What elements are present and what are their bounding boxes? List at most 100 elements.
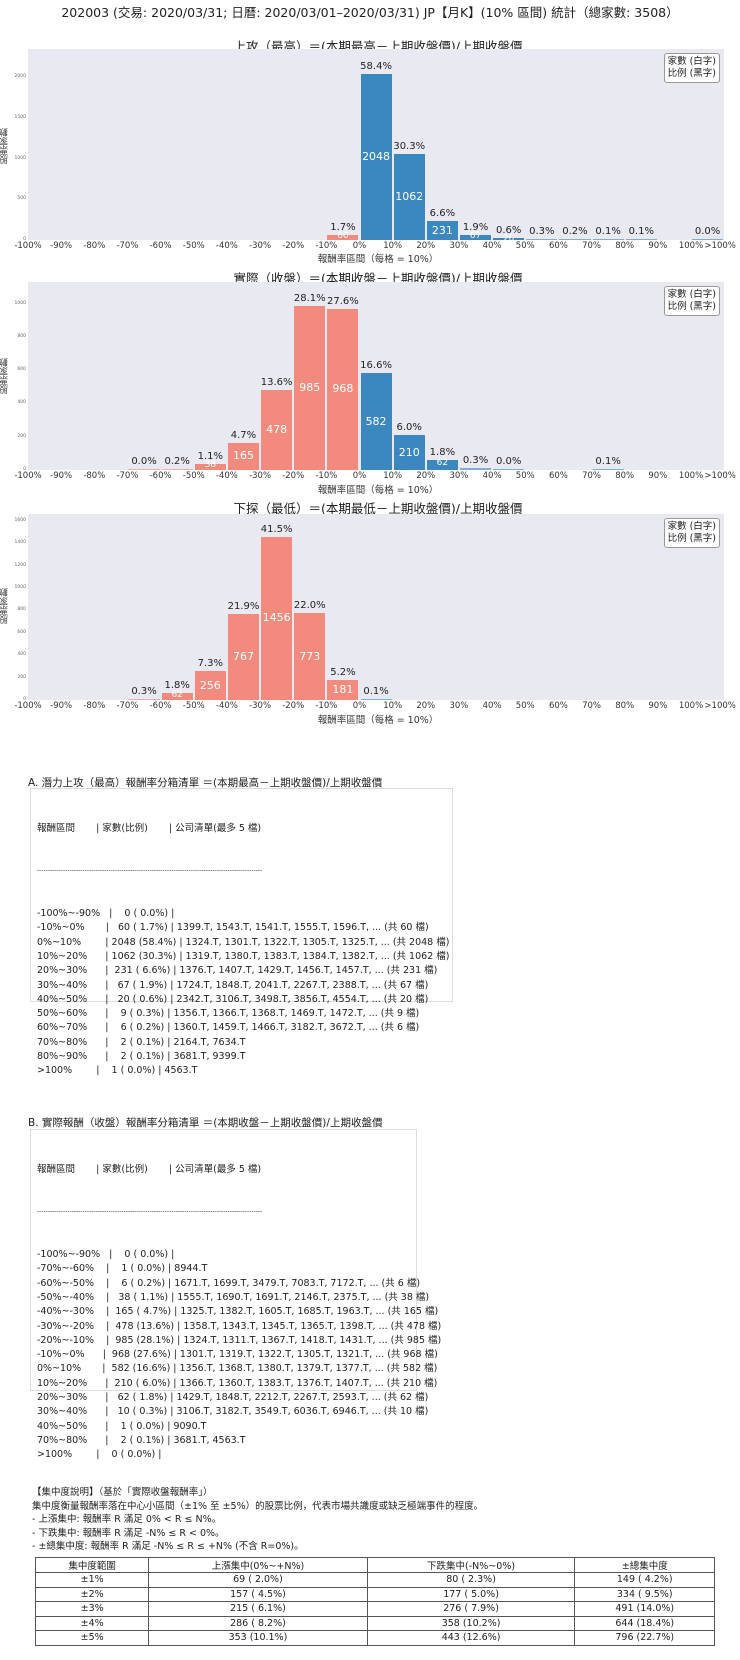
x-tick-label: -50% [182,471,205,481]
histogram-bar: 985 [294,306,326,470]
bar-percent-label: 58.4% [360,60,392,72]
list-row: 0%~10% | 2048 (58.4%) | 1324.T, 1301.T, … [37,936,450,948]
bar-percent-label: 0.6% [495,225,522,237]
list-row: 30%~40% | 67 ( 1.9%) | 1724.T, 1848.T, 2… [37,979,429,991]
x-tick-label: 20% [416,241,436,251]
x-tick-label: 100% [678,701,704,711]
list-row: -10%~0% | 968 (27.6%) | 1301.T, 1319.T, … [37,1349,438,1361]
concentration-rule: - 上漲集中: 報酬率 R 滿足 0% < R ≤ N%。 [32,1514,222,1525]
bar-count-label: 181 [332,682,354,696]
bar-count-label: 478 [266,423,288,437]
x-tick-label: -70% [116,701,139,711]
x-tick-label: 60% [548,701,568,711]
bar-percent-label: 0.2% [164,455,190,467]
bar-percent-label: 0.3% [131,685,157,697]
table-row: ±1% 69 ( 2.0%) 80 ( 2.3%) 149 ( 4.2%) [34,1572,715,1588]
histogram-bar [493,468,525,470]
list-header: 報酬區間 | 家數(比例) | 公司清單(最多 5 檔) [37,822,262,834]
bar-percent-label: 0.3% [462,455,489,467]
histogram-bar: 582 [360,373,392,470]
histogram-bar: 38 [194,460,226,470]
concentration-notes: 【集中度說明】（基於「實際收盤報酬率」） 集中度衡量報酬率落在中心小區間（±1%… [32,1486,483,1554]
section-a-title: A. 潛力上攻（最高）報酬率分箱清單 ＝(本期最高－上期收盤價)/上期收盤價 [28,777,383,789]
histogram-bar: 773 [294,613,326,700]
y-tick-label: 0 [23,467,26,472]
table-row: ±5% 353 (10.1%) 443 (12.6%) 796 (22.7%) [34,1630,715,1646]
x-tick-label: -100% [14,471,42,481]
legend: 家數 (白字) 比例 (黑字) [663,53,720,83]
bar-count-label: 1062 [395,189,424,203]
bar-percent-label: 21.9% [227,601,260,613]
bar-percent-label: 0.0% [495,455,522,467]
concentration-rule: - 下跌集中: 報酬率 R 滿足 -N% ≤ R < 0%。 [32,1527,225,1539]
bar-percent-label: 0.1% [595,455,621,467]
x-tick-label: -100% [14,241,42,251]
histogram-bar: 2048 [360,73,392,240]
histogram-bar: 968 [327,308,359,470]
list-row: 70%~80% | 2 ( 0.1%) | 3681.T, 4563.T [37,1434,246,1446]
histogram-bar: 181 [327,679,359,700]
x-axis-label: 報酬率區間（每格 = 10%） [317,254,439,265]
bar-percent-label: 4.7% [230,429,257,441]
bar-percent-label: 0.2% [562,225,588,237]
x-tick-label: 80% [615,701,635,711]
table-cell: 334 ( 9.5%) [574,1586,715,1602]
x-tick-label: -90% [50,701,73,711]
table-cell: 358 (10.2%) [366,1615,576,1631]
table-cell: 353 (10.1%) [148,1630,368,1646]
bar-percent-label: 41.5% [260,523,293,535]
x-tick-label: -30% [249,471,272,481]
y-tick-label: 600 [17,629,26,635]
bar-count-label: 582 [365,414,387,428]
histogram-bar [592,468,624,470]
x-tick-label: -20% [282,701,305,711]
bar-percent-label: 30.3% [393,140,426,152]
list-row: 40%~50% | 1 ( 0.0%) | 9090.T [37,1420,207,1432]
plot-area: 家數 (白字) 比例 (黑字) 0.0% 0.2% 38 1.1% 165 4.7% 478… [28,282,724,470]
x-tick-label: -40% [215,471,238,481]
x-tick-label: 10% [383,471,403,481]
bar-percent-label: 0.3% [529,225,555,237]
bar-percent-label: 6.0% [396,422,422,434]
plot-area: 家數 (白字) 比例 (黑字) 0.3% 62 1.8% 256 7.3% 767 21.9… [28,514,724,700]
y-axis-label: 股票家數 [0,128,10,164]
bar-percent-label: 7.3% [197,658,224,670]
histogram-bar: 165 [227,442,260,470]
histogram-bar [161,468,193,470]
x-tick-label: 0% [352,241,367,251]
x-tick-label: 10% [383,241,403,251]
bar-count-label: 38 [204,459,217,470]
y-tick-label: 1400 [14,540,26,546]
table-cell: 215 ( 6.1%) [148,1601,368,1617]
histogram-bar: 767 [227,614,260,700]
bar-percent-label: 0.1% [628,225,654,237]
list-row: -10%~0% | 60 ( 1.7%) | 1399.T, 1543.T, 1… [37,922,429,934]
table-row: ±4% 286 ( 8.2%) 358 (10.2%) 644 (18.4%) [34,1615,715,1631]
table-cell: 177 ( 5.0%) [366,1586,576,1602]
list-row: 0%~10% | 582 (16.6%) | 1356.T, 1368.T, 1… [37,1363,438,1375]
y-tick-label: 800 [17,333,26,339]
bar-percent-label: 5.2% [330,666,356,678]
list-row: -50%~-40% | 38 ( 1.1%) | 1555.T, 1690.T,… [37,1291,430,1303]
y-tick-label: 1000 [14,584,26,590]
x-tick-label: -70% [116,241,139,251]
x-tick-label: 40% [482,701,502,711]
y-tick-label: 1600 [14,517,26,523]
histogram-bar: 62 [161,690,193,700]
x-tick-label: 20% [416,701,436,711]
legend: 家數 (白字) 比例 (黑字) [663,286,720,316]
x-tick-label: >100% [704,701,736,711]
table-cell: ±4% [34,1615,150,1631]
x-tick-label: -10% [315,241,338,251]
list-row: -100%~-90% | 0 ( 0.0%) | [37,908,175,920]
bar-count-label: 1456 [262,611,291,625]
histogram-bar: 67 [459,231,492,241]
bar-percent-label: 0.1% [363,685,389,697]
table-cell: 796 (22.7%) [574,1630,715,1646]
y-tick-label: 500 [17,196,26,202]
y-tick-label: 200 [17,674,26,680]
bar-count-label: 165 [232,449,254,463]
concentration-description: 集中度衡量報酬率落在中心小區間（±1% 至 ±5%）的股票比例，代表市場共識度或… [32,1500,484,1512]
chart-low: 下探（最低）＝(本期最低－上期收盤價)/上期收盤價 家數 (白字) 比例 (黑字… [0,496,740,726]
histogram-bar [692,238,724,240]
